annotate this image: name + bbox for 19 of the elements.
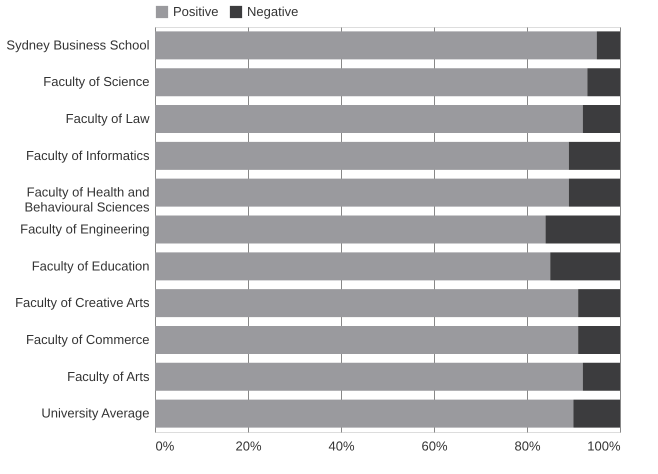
y-tick-label: Faculty of Commerce: [26, 332, 150, 347]
y-tick-label: Faculty of Informatics: [26, 148, 150, 163]
y-tick-label: Faculty of Science: [43, 74, 150, 90]
x-tick-label: 100%: [587, 438, 621, 454]
x-tick-label: 60%: [421, 438, 448, 454]
y-tick-label: Faculty of Law: [66, 111, 150, 126]
x-tick-label: 80%: [514, 438, 541, 454]
y-tick-label: Faculty of Engineering: [20, 222, 150, 236]
y-tick-label: Faculty of Education: [32, 258, 150, 274]
legend-label: Positive: [173, 4, 219, 19]
x-tick-label: 20%: [235, 438, 262, 454]
y-tick-label: Faculty of Creative Arts: [15, 295, 150, 310]
y-tick-label: Faculty of Arts: [67, 368, 150, 384]
x-tick-label: 40%: [328, 438, 355, 454]
y-tick-label: Faculty of Health and Behavioural Sciences: [24, 184, 150, 215]
y-tick-label: University Average: [41, 406, 150, 421]
legend-label: Negative: [247, 4, 298, 19]
y-tick-label: Sydney Business School: [6, 37, 150, 52]
x-tick-label: 0%: [156, 438, 175, 454]
